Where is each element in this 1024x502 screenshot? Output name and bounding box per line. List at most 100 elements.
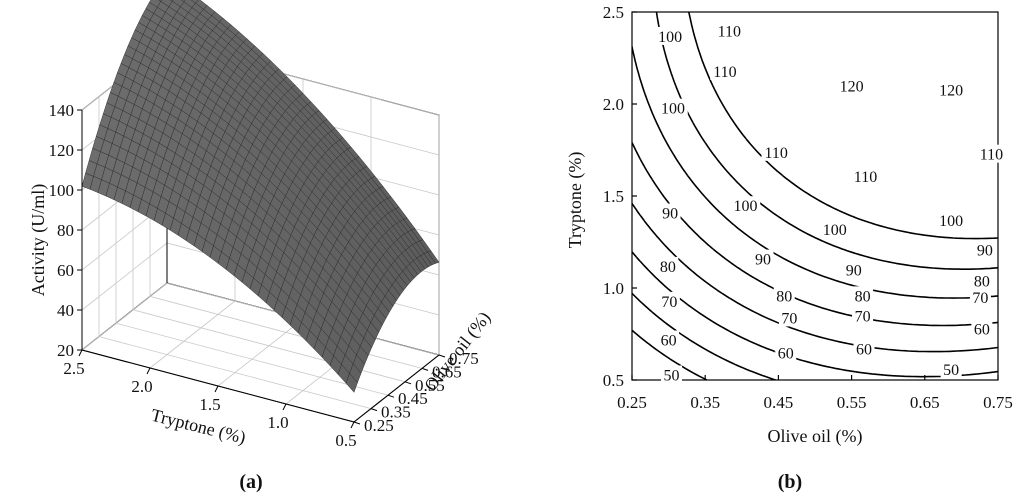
contour-label-bg <box>710 61 740 80</box>
z-tick-label: 60 <box>57 261 74 280</box>
y-tick-label: 0.75 <box>449 349 479 368</box>
contour-label-bg <box>852 306 874 325</box>
x-tick-label: 0.45 <box>764 393 794 412</box>
contour-label: 60 <box>661 333 677 350</box>
y-tick <box>438 354 446 358</box>
contour-label-bg <box>775 343 797 362</box>
x-tick <box>78 349 83 357</box>
contour-label: 100 <box>658 29 682 46</box>
y-tick <box>421 367 429 371</box>
contour-label: 70 <box>661 294 677 311</box>
y-tick-label: 1.5 <box>603 187 624 206</box>
contour-label-bg <box>661 365 683 384</box>
x-tick-label: 0.65 <box>910 393 940 412</box>
contour-label-bg <box>820 220 850 239</box>
contour-line-80 <box>632 202 998 353</box>
x-tick-label: 2.0 <box>131 377 152 396</box>
contour-label-bg <box>658 291 680 310</box>
x-tick-label: 0.5 <box>335 431 356 450</box>
y-tick-label: 0.55 <box>415 376 445 395</box>
x-tick-label: 0.35 <box>690 393 720 412</box>
y-tick <box>370 408 378 412</box>
z-tick-label: 40 <box>57 301 74 320</box>
plot-frame <box>631 11 999 381</box>
contour-label: 90 <box>977 242 993 259</box>
response-surface <box>81 0 440 393</box>
contour-label: 100 <box>733 198 757 215</box>
contour-label-bg <box>936 80 966 99</box>
x-tick-label: 1.5 <box>199 395 220 414</box>
z-tick-label: 120 <box>49 141 75 160</box>
contour-label-bg <box>850 166 881 185</box>
contour-label-bg <box>773 286 795 305</box>
y-tick-label: 0.5 <box>603 371 624 390</box>
contour-label: 80 <box>776 288 792 305</box>
contour-label-bg <box>761 142 791 161</box>
z-tick-label: 140 <box>49 101 75 120</box>
contour-label-bg <box>658 98 688 117</box>
contour-label-bg <box>730 196 761 215</box>
contour-label: 90 <box>662 206 678 223</box>
x-axis-title: Olive oil (%) <box>768 426 863 447</box>
contour-label-bg <box>969 288 991 307</box>
contour-label: 100 <box>939 213 963 230</box>
x-tick-label: 2.5 <box>63 359 84 378</box>
contour-label: 110 <box>765 145 788 162</box>
contour-label-bg <box>778 308 800 327</box>
y-tick-label: 2.0 <box>603 95 624 114</box>
contour-label-bg <box>657 256 679 275</box>
x-tick-label: 0.55 <box>837 393 867 412</box>
y-tick-label: 0.25 <box>364 416 394 435</box>
x-tick <box>282 403 287 411</box>
contour-label: 90 <box>755 252 771 269</box>
contour-label: 50 <box>664 367 680 384</box>
olive-oil-axis <box>353 354 440 423</box>
contour-label-bg <box>853 339 875 358</box>
contour-label: 70 <box>972 290 988 307</box>
y-tick-label: 0.45 <box>398 389 428 408</box>
contour-label: 120 <box>840 79 864 96</box>
x-axis-title: Tryptone (%) <box>149 405 248 449</box>
contour-label-bg <box>655 26 685 45</box>
x-tick-label: 0.75 <box>983 393 1013 412</box>
contour-label: 80 <box>974 274 990 291</box>
contour-label: 80 <box>660 259 676 276</box>
contour-label: 70 <box>781 310 797 327</box>
x-tick <box>350 421 355 429</box>
contour-label: 80 <box>855 288 871 305</box>
contour-label: 60 <box>856 342 872 359</box>
contour-label-bg <box>659 203 681 222</box>
panel-b-label: (b) <box>778 471 802 493</box>
contour-label-bg <box>852 286 874 305</box>
contour-line-120 <box>688 12 998 240</box>
z-tick-label: 80 <box>57 221 74 240</box>
x-tick <box>214 385 219 393</box>
contour-label-bg <box>658 330 680 349</box>
contour-label-bg <box>752 249 774 268</box>
y-tick-label: 1.0 <box>603 279 624 298</box>
surface-cell <box>345 372 358 393</box>
contour-label: 60 <box>778 345 794 362</box>
contour-label: 110 <box>980 147 1003 164</box>
y-tick-label: 0.65 <box>432 362 462 381</box>
contour-label-bg <box>714 21 745 40</box>
z-tick-label: 20 <box>57 341 74 360</box>
contour-label: 60 <box>974 321 990 338</box>
surface-plot-panel: 20 40 60 80 100 120 140 2.5 2.0 1.5 1.0 0.5 0.250.35… <box>28 0 495 450</box>
x-tick-label: 1.0 <box>267 413 288 432</box>
contour-label: 110 <box>718 23 741 40</box>
contour-label-bg <box>971 319 993 338</box>
y-tick <box>404 381 412 385</box>
y-tick-label: 0.35 <box>381 403 411 422</box>
contour-label: 90 <box>846 263 862 280</box>
contour-label: 100 <box>823 222 847 239</box>
contour-label-bg <box>974 240 996 259</box>
contour-label-bg <box>836 76 867 95</box>
x-tick <box>146 367 151 375</box>
panel-a-label: (a) <box>239 471 262 493</box>
x-tick-label: 0.25 <box>617 393 647 412</box>
contour-label: 110 <box>854 169 877 186</box>
contour-label-bg <box>936 210 966 229</box>
